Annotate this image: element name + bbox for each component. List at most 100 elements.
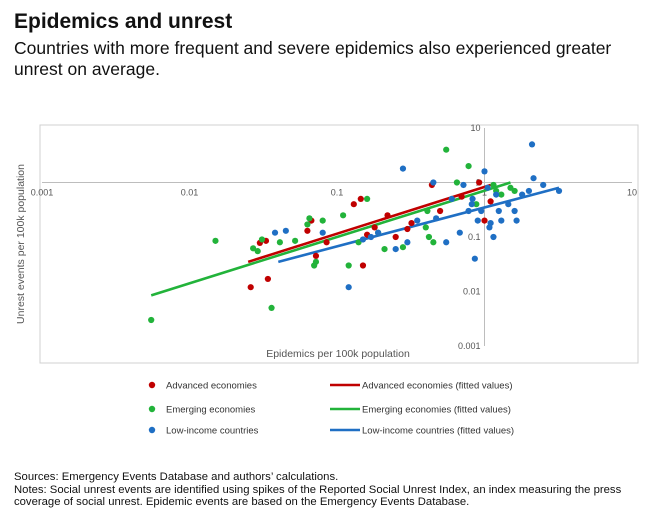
low_income-point <box>345 284 352 291</box>
data-points <box>148 141 563 324</box>
emerging-point <box>430 239 437 246</box>
advanced-point <box>487 198 494 205</box>
emerging-point <box>364 195 371 203</box>
emerging-point <box>422 224 429 231</box>
advanced-point <box>371 224 378 231</box>
emerging-fitted-line <box>150 181 511 297</box>
low_income-point <box>375 229 382 236</box>
advanced-point <box>408 219 415 227</box>
advanced-point <box>404 225 411 233</box>
emerging-point <box>292 237 299 244</box>
emerging-point <box>254 248 261 255</box>
page-subtitle: Countries with more frequent and severe … <box>14 38 612 79</box>
advanced-point <box>481 217 488 224</box>
low_income-point <box>282 227 289 234</box>
emerging-point <box>465 162 472 170</box>
low_income-point <box>478 207 485 215</box>
emerging-point <box>355 239 362 246</box>
advanced-point <box>350 201 357 208</box>
low_income-fitted-line <box>277 186 560 264</box>
low_income-point <box>493 191 500 198</box>
y-tick-label: 0.01 <box>463 287 481 297</box>
low_income-point <box>433 215 440 222</box>
advanced-point <box>436 207 444 215</box>
emerging-point <box>473 201 480 208</box>
y-tick-label: 0.001 <box>458 341 481 351</box>
advanced-point <box>247 284 254 291</box>
low_income-point <box>474 217 481 224</box>
emerging-point <box>443 146 450 153</box>
emerging-point <box>268 304 275 312</box>
low_income-point <box>399 165 407 172</box>
advanced-fitted-line <box>247 183 491 264</box>
x-tick-label: 0.001 <box>31 188 54 198</box>
low_income-point <box>469 195 476 203</box>
low_income-point <box>404 239 411 246</box>
emerging-point <box>304 221 311 228</box>
y-tick-label: 0.1 <box>468 232 481 242</box>
low_income-point <box>271 229 279 236</box>
emerging-point <box>424 207 431 215</box>
low_income-point <box>367 233 375 241</box>
low_income-legend-label: Low-income countries <box>166 426 259 437</box>
legend: Advanced economies Advanced economies (fi… <box>148 381 514 437</box>
chart: 0.001 0.01 0.1 1 10 10 1 0.1 0.01 0.001 Epidemic… <box>15 123 639 437</box>
low_income-point <box>319 229 326 236</box>
advanced-point <box>384 212 391 219</box>
advanced-point <box>264 275 271 283</box>
page-title: Epidemics and unrest <box>14 10 233 33</box>
low_income-point <box>392 245 399 253</box>
x-tick-labels: 0.001 0.01 0.1 1 10 <box>31 188 637 198</box>
y-tick-label: 10 <box>470 123 480 133</box>
advanced-point <box>312 252 320 259</box>
low_income-legend-fitted-label: Low-income countries (fitted values) <box>362 426 514 437</box>
sources-note: Sources: Emergency Events Database and a… <box>14 471 339 483</box>
low_income-point <box>359 236 367 243</box>
low_income-point <box>465 207 472 215</box>
low_income-point <box>530 175 537 182</box>
low_income-point <box>456 229 463 236</box>
advanced-point <box>359 262 367 269</box>
emerging-point <box>319 217 326 224</box>
x-tick-label: 0.01 <box>181 188 199 198</box>
low_income-point <box>414 217 421 224</box>
advanced-point <box>476 179 483 186</box>
emerging-point <box>148 316 155 324</box>
low_income-point <box>555 187 563 195</box>
emerging-point <box>381 245 388 253</box>
emerging-legend-label: Emerging economies <box>166 405 255 416</box>
low_income-legend-marker <box>148 426 156 434</box>
advanced-point <box>458 193 465 200</box>
emerging-point <box>312 258 320 265</box>
low_income-point <box>481 168 488 175</box>
low_income-point <box>513 217 520 224</box>
advanced-legend-marker <box>148 381 156 389</box>
plot-area-border <box>39 124 639 364</box>
low_income-point <box>460 181 467 189</box>
low_income-point <box>498 217 505 224</box>
emerging-point <box>498 191 505 198</box>
low_income-point <box>468 201 475 208</box>
low_income-point <box>519 191 526 198</box>
x-tick-label: 0.1 <box>331 188 344 198</box>
x-axis-label: Epidemics per 100k population <box>266 348 410 360</box>
emerging-point <box>250 245 257 252</box>
y-axis-label: Unrest events per 100k population <box>15 164 27 324</box>
low_income-point <box>511 207 518 215</box>
low_income-point <box>487 219 494 227</box>
emerging-point <box>511 187 518 195</box>
low_income-point <box>528 141 536 148</box>
low_income-point <box>448 195 455 203</box>
advanced-legend-label: Advanced economies <box>166 381 257 392</box>
emerging-point <box>340 212 347 219</box>
low_income-point <box>525 187 533 195</box>
advanced-point <box>304 227 311 234</box>
axes <box>42 128 632 346</box>
advanced-point <box>392 233 399 241</box>
emerging-legend-fitted-label: Emerging economies (fitted values) <box>362 405 511 416</box>
advanced-point <box>323 239 330 246</box>
emerging-legend-marker <box>148 405 156 413</box>
emerging-point <box>258 236 266 243</box>
x-tick-label: 1 <box>482 188 487 198</box>
